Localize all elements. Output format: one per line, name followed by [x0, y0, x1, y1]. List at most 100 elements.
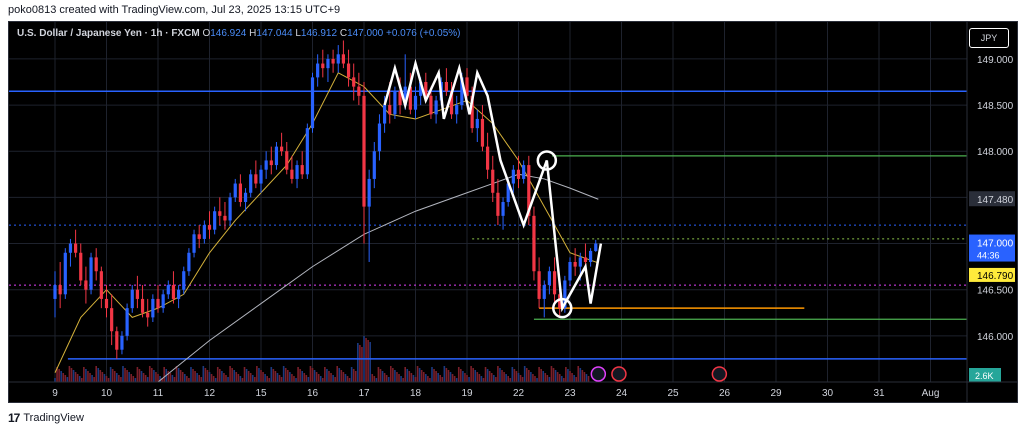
- candle-body: [243, 192, 248, 202]
- volume-bar: [470, 366, 472, 382]
- volume-bar: [394, 370, 396, 382]
- volume-bar: [340, 370, 343, 382]
- volume-bar: [262, 372, 264, 382]
- volume-bar: [181, 372, 184, 382]
- volume-bar: [369, 342, 371, 382]
- volume-bar: [148, 366, 151, 382]
- volume-bar: [435, 371, 437, 382]
- volume-bar: [190, 367, 192, 382]
- chart-panel[interactable]: U.S. Dollar / Japanese Yen · 1h · FXCM O…: [8, 21, 1018, 403]
- candle-body: [94, 257, 98, 272]
- time-tick-label: 29: [770, 388, 782, 399]
- candle-body: [202, 225, 206, 239]
- ma-slow-price-tag: [969, 191, 1015, 207]
- candle-body: [486, 146, 490, 170]
- volume-bar: [431, 367, 433, 382]
- volume-bar: [286, 370, 289, 382]
- volume-bar: [357, 343, 359, 382]
- volume-bar: [346, 376, 349, 382]
- volume-bar: [443, 366, 446, 382]
- close-label: C: [339, 28, 348, 39]
- volume-bar: [229, 366, 231, 382]
- price-tick-label: 146.000: [977, 332, 1014, 343]
- volume-bar: [132, 376, 135, 382]
- volume-bar: [402, 378, 404, 382]
- volume-bar: [389, 366, 392, 382]
- volume-bar: [276, 373, 279, 382]
- candle-body: [120, 335, 124, 350]
- volume-bar: [264, 374, 266, 382]
- volume-bar: [159, 376, 161, 382]
- volume-bar: [140, 371, 143, 382]
- close-value: 147.000: [347, 28, 384, 39]
- volume-bar: [410, 373, 413, 382]
- volume-bar: [72, 370, 75, 382]
- volume-bar: [425, 374, 427, 382]
- volume-bar: [437, 373, 439, 382]
- time-tick-label: 24: [616, 388, 628, 399]
- volume-bar: [186, 376, 188, 382]
- ma-fast-price-label: 146.790: [977, 271, 1014, 282]
- volume-bar: [241, 378, 244, 382]
- volume-bar: [532, 374, 534, 382]
- volume-bar: [130, 374, 133, 382]
- volume-bar: [408, 371, 411, 382]
- volume-bar: [497, 366, 499, 382]
- volume-bar: [116, 373, 118, 382]
- volume-bar: [216, 367, 219, 382]
- tradingview-logo-icon[interactable]: 17 TradingView: [8, 411, 84, 425]
- volume-bar: [503, 372, 505, 382]
- chart-canvas[interactable]: 149.000 148.500 148.000 146.500 146.000 147.4…: [9, 22, 1017, 402]
- candle-body: [125, 308, 129, 336]
- volume-bar: [235, 372, 238, 382]
- volume-bar: [80, 378, 83, 382]
- time-tick-label: 31: [873, 388, 885, 399]
- volume-bar: [528, 370, 530, 382]
- volume-bar: [536, 378, 538, 382]
- candle-body: [424, 82, 428, 96]
- time-tick-label: 16: [307, 388, 319, 399]
- volume-bar: [66, 377, 69, 382]
- volume-bar: [103, 374, 106, 382]
- volume-bar: [291, 374, 293, 382]
- volume-bar: [266, 376, 268, 382]
- volume-bar: [554, 370, 557, 382]
- candle-body: [573, 262, 577, 267]
- time-tick-label: 19: [461, 388, 473, 399]
- volume-bar: [204, 368, 207, 382]
- volume-bar: [565, 367, 567, 382]
- currency-button[interactable]: JPY: [969, 28, 1009, 48]
- volume-bar: [490, 373, 493, 382]
- candle-body: [182, 271, 186, 290]
- volume-bar: [354, 371, 357, 382]
- volume-bar: [377, 367, 380, 382]
- volume-bar: [254, 377, 256, 382]
- candle-body: [547, 271, 551, 286]
- volume-bar: [109, 367, 112, 382]
- volume-bar: [387, 377, 390, 382]
- volume-bar: [118, 375, 120, 382]
- volume-bar: [56, 367, 58, 382]
- candle-body: [89, 257, 93, 290]
- volume-bar: [449, 372, 452, 382]
- candle-body: [104, 298, 109, 309]
- volume-bar: [525, 368, 528, 382]
- candle-body: [146, 312, 150, 318]
- volume-bar: [175, 366, 178, 382]
- price-axis: [967, 22, 1017, 402]
- volume-bar: [359, 345, 361, 382]
- candle-body: [300, 165, 304, 175]
- volume-bar: [414, 377, 417, 382]
- volume-bar: [420, 370, 423, 382]
- candle-body: [110, 308, 114, 332]
- volume-bar: [74, 372, 77, 382]
- volume-bar: [513, 369, 516, 382]
- time-tick-label: Aug: [922, 388, 940, 399]
- volume-bar: [404, 367, 406, 382]
- volume-bar: [507, 376, 509, 382]
- volume-bar: [453, 376, 456, 382]
- volume-bar: [173, 377, 176, 382]
- volume-bar: [509, 378, 512, 382]
- volume-bar: [317, 374, 320, 382]
- volume-bar: [445, 368, 448, 382]
